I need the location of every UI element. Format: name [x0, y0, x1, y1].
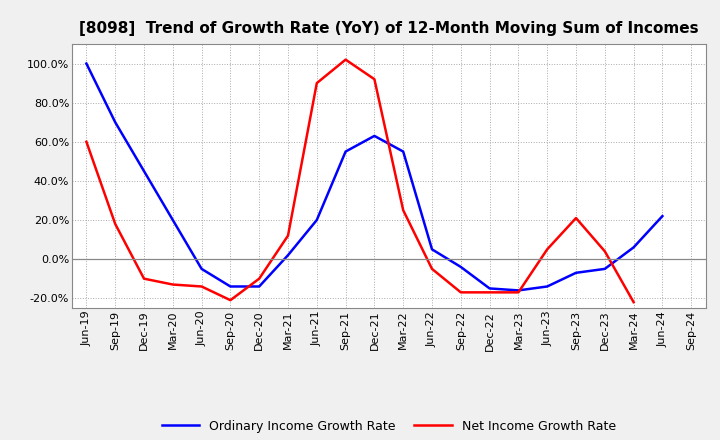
Net Income Growth Rate — [284, 233, 292, 238]
Net Income Growth Rate — [456, 290, 465, 295]
Net Income Growth Rate — [341, 57, 350, 62]
Net Income Growth Rate — [168, 282, 177, 287]
Net Income Growth Rate — [572, 216, 580, 221]
Net Income Growth Rate — [485, 290, 494, 295]
Line: Ordinary Income Growth Rate: Ordinary Income Growth Rate — [86, 63, 662, 290]
Ordinary Income Growth Rate — [140, 169, 148, 174]
Net Income Growth Rate — [600, 249, 609, 254]
Ordinary Income Growth Rate — [82, 61, 91, 66]
Net Income Growth Rate — [399, 208, 408, 213]
Net Income Growth Rate — [428, 266, 436, 271]
Ordinary Income Growth Rate — [629, 245, 638, 250]
Ordinary Income Growth Rate — [341, 149, 350, 154]
Ordinary Income Growth Rate — [456, 264, 465, 270]
Net Income Growth Rate — [514, 290, 523, 295]
Ordinary Income Growth Rate — [485, 286, 494, 291]
Ordinary Income Growth Rate — [111, 120, 120, 125]
Title: [8098]  Trend of Growth Rate (YoY) of 12-Month Moving Sum of Incomes: [8098] Trend of Growth Rate (YoY) of 12-… — [79, 21, 698, 36]
Ordinary Income Growth Rate — [600, 266, 609, 271]
Ordinary Income Growth Rate — [226, 284, 235, 289]
Net Income Growth Rate — [255, 276, 264, 281]
Ordinary Income Growth Rate — [197, 266, 206, 271]
Ordinary Income Growth Rate — [399, 149, 408, 154]
Net Income Growth Rate — [370, 77, 379, 82]
Legend: Ordinary Income Growth Rate, Net Income Growth Rate: Ordinary Income Growth Rate, Net Income … — [157, 414, 621, 437]
Net Income Growth Rate — [197, 284, 206, 289]
Ordinary Income Growth Rate — [514, 288, 523, 293]
Ordinary Income Growth Rate — [658, 213, 667, 219]
Ordinary Income Growth Rate — [572, 270, 580, 275]
Net Income Growth Rate — [82, 139, 91, 144]
Ordinary Income Growth Rate — [543, 284, 552, 289]
Ordinary Income Growth Rate — [284, 253, 292, 258]
Net Income Growth Rate — [629, 300, 638, 305]
Ordinary Income Growth Rate — [255, 284, 264, 289]
Ordinary Income Growth Rate — [428, 247, 436, 252]
Net Income Growth Rate — [312, 81, 321, 86]
Net Income Growth Rate — [226, 297, 235, 303]
Ordinary Income Growth Rate — [312, 217, 321, 223]
Line: Net Income Growth Rate: Net Income Growth Rate — [86, 60, 634, 302]
Ordinary Income Growth Rate — [168, 217, 177, 223]
Ordinary Income Growth Rate — [370, 133, 379, 139]
Net Income Growth Rate — [111, 221, 120, 227]
Net Income Growth Rate — [543, 247, 552, 252]
Net Income Growth Rate — [140, 276, 148, 281]
